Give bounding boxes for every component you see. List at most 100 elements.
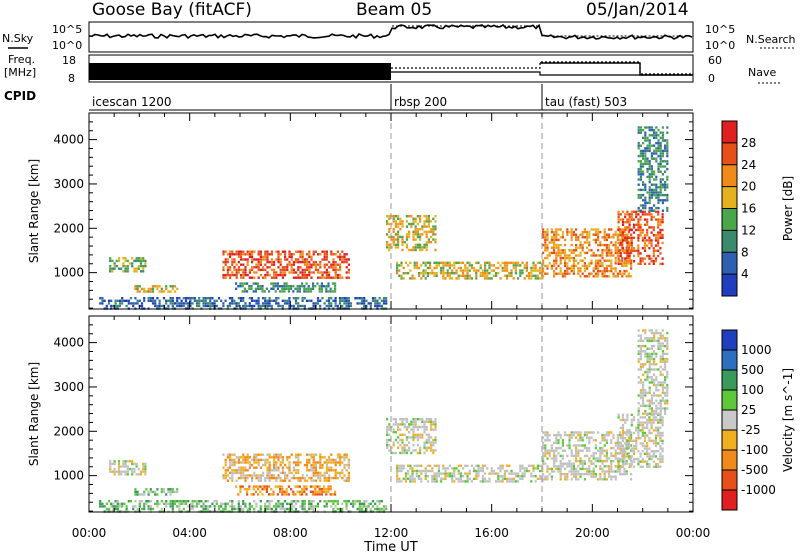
data-pixel	[655, 339, 658, 343]
data-pixel	[659, 231, 662, 234]
freq-strip	[88, 54, 694, 83]
data-pixel	[621, 455, 625, 458]
data-pixel	[639, 218, 642, 221]
data-pixel	[588, 243, 591, 247]
data-pixel	[614, 256, 617, 260]
data-pixel	[642, 128, 645, 132]
data-pixel	[641, 457, 644, 461]
data-pixel	[226, 453, 229, 456]
data-pixel	[459, 274, 462, 277]
data-pixel	[605, 269, 608, 273]
data-pixel	[317, 461, 320, 464]
data-pixel	[347, 476, 350, 480]
data-pixel	[466, 266, 469, 270]
data-pixel	[202, 302, 205, 305]
data-pixel	[276, 285, 279, 288]
data-pixel	[386, 441, 389, 444]
data-pixel	[639, 394, 642, 397]
data-pixel	[424, 277, 427, 280]
data-pixel	[621, 437, 625, 440]
data-pixel	[575, 467, 578, 471]
data-pixel	[637, 418, 640, 422]
nsearch-axis-bottom: 10^0	[705, 39, 735, 52]
y-tick-label: 1000	[53, 266, 84, 280]
data-pixel	[619, 249, 622, 252]
data-pixel	[639, 429, 642, 432]
data-pixel	[632, 218, 636, 221]
data-pixel	[466, 464, 469, 467]
data-pixel	[644, 188, 647, 192]
data-pixel	[321, 297, 324, 300]
data-pixel	[451, 472, 454, 475]
data-pixel	[427, 446, 430, 449]
data-pixel	[388, 433, 391, 436]
data-pixel	[176, 287, 179, 291]
data-pixel	[519, 467, 522, 470]
data-pixel	[575, 449, 578, 452]
data-pixel	[555, 457, 558, 460]
data-pixel	[270, 488, 273, 491]
data-pixel	[642, 141, 645, 145]
data-pixel	[255, 299, 258, 302]
data-pixel	[392, 243, 395, 246]
data-pixel	[625, 269, 628, 273]
data-pixel	[617, 460, 620, 463]
data-pixel	[352, 500, 355, 503]
data-pixel	[295, 276, 298, 279]
data-pixel	[588, 459, 591, 463]
data-pixel	[544, 238, 547, 242]
data-pixel	[503, 269, 506, 272]
data-pixel	[601, 470, 604, 473]
data-pixel	[312, 458, 315, 462]
data-pixel	[568, 259, 571, 262]
data-pixel	[605, 259, 608, 262]
data-pixel	[392, 215, 395, 218]
data-pixel	[287, 485, 290, 488]
data-pixel	[388, 235, 391, 239]
data-pixel	[419, 433, 422, 436]
data-pixel	[630, 413, 633, 416]
data-pixel	[655, 178, 658, 181]
data-pixel	[601, 243, 604, 247]
data-pixel	[648, 347, 651, 350]
data-pixel	[559, 243, 562, 247]
data-pixel	[659, 457, 662, 461]
data-pixel	[643, 416, 647, 419]
data-pixel	[657, 196, 660, 199]
data-pixel	[630, 447, 633, 450]
data-pixel	[592, 233, 595, 236]
data-pixel	[432, 449, 435, 452]
data-pixel	[650, 368, 653, 371]
data-pixel	[586, 446, 589, 450]
data-pixel	[570, 452, 573, 455]
nsky-axis-top: 10^5	[52, 23, 82, 36]
data-pixel	[657, 381, 660, 384]
data-pixel	[281, 479, 284, 482]
data-pixel	[525, 269, 528, 272]
data-pixel	[412, 431, 415, 434]
data-pixel	[635, 215, 638, 219]
data-pixel	[270, 507, 273, 511]
data-pixel	[497, 266, 500, 270]
data-pixel	[99, 297, 102, 300]
data-pixel	[643, 460, 647, 463]
data-pixel	[572, 431, 575, 434]
data-pixel	[575, 472, 578, 476]
data-pixel	[386, 444, 389, 447]
data-pixel	[572, 465, 575, 468]
data-pixel	[294, 502, 298, 505]
data-pixel	[427, 220, 430, 223]
data-pixel	[625, 470, 628, 473]
data-pixel	[334, 463, 337, 467]
data-pixel	[314, 266, 317, 269]
data-pixel	[222, 476, 225, 480]
data-pixel	[297, 456, 300, 459]
data-pixel	[497, 467, 500, 470]
data-pixel	[659, 460, 662, 463]
data-pixel	[555, 230, 558, 234]
data-pixel	[546, 449, 549, 452]
data-pixel	[246, 488, 249, 491]
data-pixel	[628, 457, 631, 461]
data-pixel	[592, 254, 595, 257]
data-pixel	[621, 439, 625, 442]
